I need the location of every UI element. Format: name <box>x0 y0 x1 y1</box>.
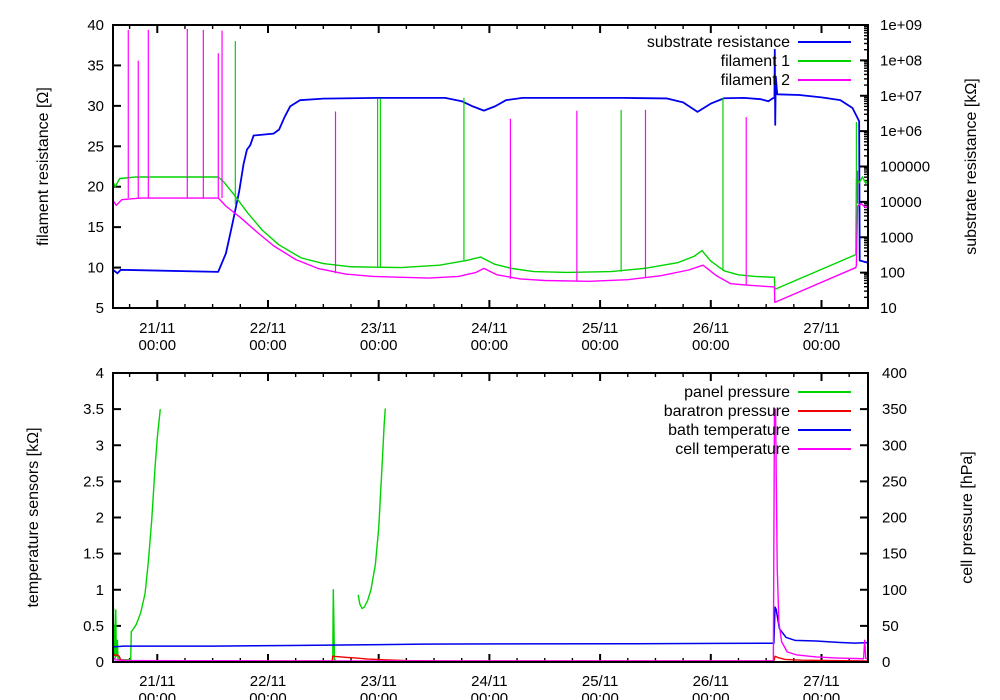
x-tick-label-time: 00:00 <box>471 690 509 700</box>
legend-label: bath temperature <box>668 422 790 439</box>
y-right-tick-label: 1000 <box>880 229 913 246</box>
x-tick-label-date: 26/11 <box>693 673 729 690</box>
series-baratron-pressure <box>113 654 868 662</box>
y-left-axis-title: filament resistance [Ω] <box>35 87 52 246</box>
x-tick-label-time: 00:00 <box>692 690 730 700</box>
series-filament-2 <box>113 197 868 304</box>
y-left-axis-title: temperature sensors [kΩ] <box>25 427 42 607</box>
series-layer <box>113 29 868 304</box>
x-tick-label-date: 27/11 <box>803 673 839 690</box>
y-left-tick-label: 3 <box>96 437 104 454</box>
plot-frame <box>112 24 869 309</box>
legend-label: panel pressure <box>684 384 790 401</box>
y-right-tick-label: 100 <box>880 265 905 282</box>
y-right-tick-label: 10000 <box>880 194 922 211</box>
y-right-tick-label: 10 <box>880 300 897 317</box>
x-tick-label-time: 00:00 <box>360 690 398 700</box>
y-left-tick-label: 20 <box>87 179 104 196</box>
y-right-tick-label: 1e+08 <box>880 52 922 69</box>
y-left-tick-label: 2 <box>96 510 104 527</box>
y-right-tick-label: 1e+06 <box>880 123 922 140</box>
x-tick-label-date: 23/11 <box>360 320 396 337</box>
y-left-tick-label: 5 <box>96 300 104 317</box>
x-tick-label-time: 00:00 <box>249 690 287 700</box>
x-tick-label-date: 22/11 <box>250 673 286 690</box>
y-left-tick-label: 0 <box>96 654 104 671</box>
series-cell-temperature <box>113 408 868 662</box>
y-left-tick-label: 4 <box>96 365 104 382</box>
x-tick-label-time: 00:00 <box>581 690 619 700</box>
y-left-tick-label: 3.5 <box>83 401 104 418</box>
y-right-axis-title: cell pressure [hPa] <box>959 451 976 584</box>
legend-label: substrate resistance <box>647 34 790 51</box>
bottom-panel-plot: 21/1100:0022/1100:0023/1100:0024/1100:00… <box>25 365 976 700</box>
x-tick-label-time: 00:00 <box>360 337 398 354</box>
y-left-tick-label: 15 <box>87 219 104 236</box>
y-right-tick-label: 100000 <box>880 159 930 176</box>
y-right-tick-label: 400 <box>882 365 907 382</box>
x-tick-label-time: 00:00 <box>692 337 730 354</box>
y-left-tick-label: 35 <box>87 57 104 74</box>
series-panel-pressure <box>113 408 387 661</box>
y-left-tick-label: 10 <box>87 260 104 277</box>
x-tick-label-date: 23/11 <box>360 673 396 690</box>
y-right-tick-label: 50 <box>882 618 899 635</box>
series-layer <box>113 408 868 662</box>
legend-label: baratron pressure <box>664 403 790 420</box>
y-left-tick-label: 2.5 <box>83 473 104 490</box>
y-right-tick-label: 100 <box>882 582 907 599</box>
y-right-tick-label: 200 <box>882 510 907 527</box>
y-left-tick-label: 25 <box>87 138 104 155</box>
x-tick-label-date: 26/11 <box>693 320 729 337</box>
x-tick-label-date: 25/11 <box>582 673 618 690</box>
x-tick-label-date: 24/11 <box>471 673 507 690</box>
y-right-tick-label: 150 <box>882 546 907 563</box>
x-tick-label-date: 25/11 <box>582 320 618 337</box>
top-panel-plot: 21/1100:0022/1100:0023/1100:0024/1100:00… <box>35 17 980 354</box>
x-tick-label-time: 00:00 <box>803 337 841 354</box>
y-right-axis-title: substrate resistance [kΩ] <box>963 78 980 254</box>
x-tick-label-date: 21/11 <box>139 320 175 337</box>
x-tick-label-date: 27/11 <box>803 320 839 337</box>
legend-label: cell temperature <box>675 441 790 458</box>
legend-label: filament 2 <box>721 72 790 89</box>
y-right-tick-label: 1e+09 <box>880 17 922 34</box>
plot-frame <box>112 372 869 663</box>
series-filament-1 <box>113 176 868 291</box>
x-tick-label-time: 00:00 <box>139 337 177 354</box>
x-tick-label-time: 00:00 <box>249 337 287 354</box>
series-substrate-resistance <box>113 48 868 275</box>
x-tick-label-date: 21/11 <box>139 673 175 690</box>
y-left-tick-label: 1.5 <box>83 546 104 563</box>
y-left-tick-label: 0.5 <box>83 618 104 635</box>
x-tick-label-time: 00:00 <box>471 337 509 354</box>
y-left-tick-label: 30 <box>87 98 104 115</box>
y-left-tick-label: 1 <box>96 582 104 599</box>
y-left-tick-label: 40 <box>87 17 104 34</box>
x-tick-label-time: 00:00 <box>581 337 619 354</box>
x-tick-label-time: 00:00 <box>139 690 177 700</box>
x-tick-label-date: 24/11 <box>471 320 507 337</box>
legend-label: filament 1 <box>721 53 790 70</box>
y-right-tick-label: 350 <box>882 401 907 418</box>
x-tick-label-date: 22/11 <box>250 320 286 337</box>
x-tick-label-time: 00:00 <box>803 690 841 700</box>
y-right-tick-label: 300 <box>882 437 907 454</box>
series-bath-temperature <box>113 606 868 648</box>
y-right-tick-label: 250 <box>882 473 907 490</box>
y-right-tick-label: 0 <box>882 654 890 671</box>
y-right-tick-label: 1e+07 <box>880 88 922 105</box>
